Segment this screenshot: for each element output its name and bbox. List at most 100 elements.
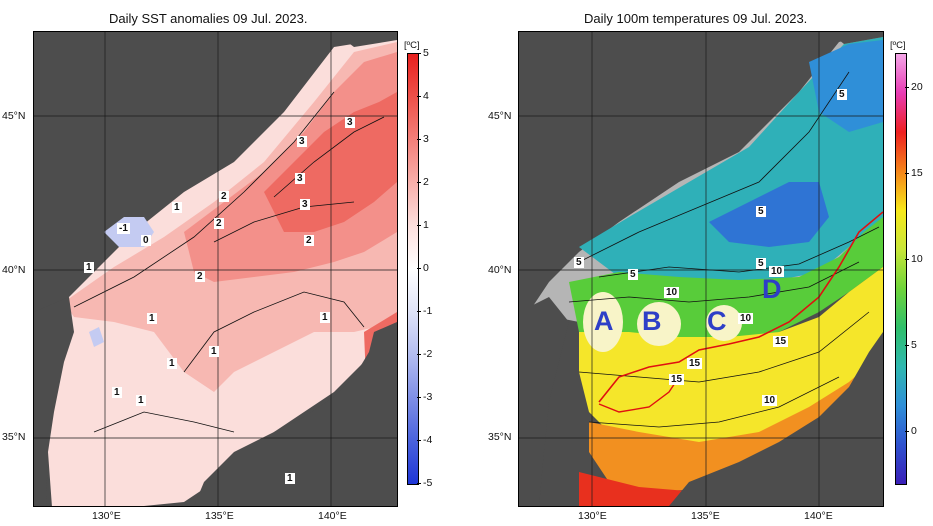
negative-anomaly-patch-small bbox=[89, 327, 104, 347]
colorbar-tick-label: 4 bbox=[423, 90, 429, 102]
colorbar-tick-label: -5 bbox=[423, 477, 433, 489]
lon-label-140: 140°E bbox=[318, 510, 347, 522]
region-a-patch bbox=[583, 292, 623, 352]
contour-label: 2 bbox=[304, 235, 314, 246]
colorbar-tick-mark bbox=[417, 268, 421, 269]
colorbar-tick-label: -4 bbox=[423, 434, 433, 446]
colorbar-tick-label: -1 bbox=[423, 305, 433, 317]
lat-label-45: 45°N bbox=[488, 110, 512, 122]
contour-label: -1 bbox=[117, 223, 130, 234]
temp-colorbar-unit: [ºC] bbox=[890, 40, 906, 51]
colorbar-tick-label: 5 bbox=[423, 47, 429, 59]
colorbar-tick-label: 0 bbox=[911, 425, 917, 438]
sst-colorbar-unit: [ºC] bbox=[404, 40, 420, 51]
warm-water bbox=[579, 267, 883, 452]
colorbar-tick-label: 0 bbox=[423, 262, 429, 274]
contour-label: 1 bbox=[167, 358, 177, 369]
region-label-c: C bbox=[707, 306, 727, 336]
lon-label-135: 135°E bbox=[691, 510, 720, 522]
colorbar-tick-label: 10 bbox=[911, 253, 923, 266]
contour-label: 15 bbox=[687, 358, 703, 369]
contour-label: 5 bbox=[756, 258, 766, 269]
lon-label-130: 130°E bbox=[578, 510, 607, 522]
colorbar-tick-mark bbox=[417, 96, 421, 97]
colorbar-tick-label: 2 bbox=[423, 176, 429, 188]
lon-label-130: 130°E bbox=[92, 510, 121, 522]
front-line bbox=[598, 211, 883, 403]
lat-label-40: 40°N bbox=[488, 264, 512, 276]
colorbar-tick-mark bbox=[417, 397, 421, 398]
region-label-d: D bbox=[762, 274, 782, 304]
colorbar-tick-mark bbox=[417, 182, 421, 183]
colorbar-tick-label: 1 bbox=[423, 219, 429, 231]
contour-label: 1 bbox=[172, 202, 182, 213]
colorbar-tick-label: -2 bbox=[423, 348, 433, 360]
contour-label: 1 bbox=[112, 387, 122, 398]
colorbar-tick-mark bbox=[905, 87, 909, 89]
lat-label-40: 40°N bbox=[2, 264, 26, 276]
northern-blue bbox=[809, 40, 883, 132]
colorbar-tick-label: 5 bbox=[911, 339, 917, 352]
colorbar-tick-mark bbox=[905, 345, 909, 347]
northern-land bbox=[334, 32, 397, 47]
colorbar-tick-mark bbox=[417, 139, 421, 140]
temp100m-field bbox=[519, 32, 883, 506]
contour-label: 10 bbox=[664, 287, 680, 298]
japan-land bbox=[194, 322, 397, 506]
lon-label-135: 135°E bbox=[205, 510, 234, 522]
colorbar-tick-mark bbox=[905, 259, 909, 261]
colorbar-tick-mark bbox=[417, 225, 421, 226]
temp100m-map: 5 5 5 5 5 10 10 10 10 15 15 15 A B C D bbox=[518, 31, 884, 507]
lat-label-35: 35°N bbox=[488, 431, 512, 443]
contour-label: 1 bbox=[209, 346, 219, 357]
colorbar-tick-mark bbox=[417, 311, 421, 312]
front-line-south bbox=[598, 376, 680, 413]
region-c-patch bbox=[706, 305, 742, 341]
temp-panel-title: Daily 100m temperatures 09 Jul. 2023. bbox=[584, 11, 808, 26]
contour-label: 1 bbox=[84, 262, 94, 273]
contour-label: 10 bbox=[738, 313, 754, 324]
sst-anomaly-map: 3 3 3 3 2 2 2 2 1 1 1 1 1 1 1 1 -1 0 1 bbox=[33, 31, 398, 507]
korea-land bbox=[34, 297, 74, 506]
contour-label: 5 bbox=[837, 89, 847, 100]
colorbar-tick-mark bbox=[905, 173, 909, 175]
contour-label: 2 bbox=[219, 191, 229, 202]
sst-colorbar bbox=[407, 53, 419, 485]
contour-label: 2 bbox=[195, 271, 205, 282]
contour-label: 5 bbox=[628, 269, 638, 280]
contour-label: 3 bbox=[345, 117, 355, 128]
colorbar-tick-mark bbox=[417, 440, 421, 441]
colorbar-tick-mark bbox=[417, 354, 421, 355]
region-b-patch bbox=[637, 302, 681, 346]
contour-label: 15 bbox=[773, 336, 789, 347]
korea-land bbox=[519, 297, 569, 506]
contour-label: 15 bbox=[669, 374, 685, 385]
northern-land bbox=[829, 32, 883, 44]
contour-label: 3 bbox=[297, 136, 307, 147]
lat-label-35: 35°N bbox=[2, 431, 26, 443]
contour-label: 1 bbox=[147, 313, 157, 324]
colorbar-tick-label: 20 bbox=[911, 81, 923, 94]
coldest-core bbox=[709, 182, 829, 247]
colorbar-tick-label: 15 bbox=[911, 167, 923, 180]
contour-label: 2 bbox=[214, 218, 224, 229]
region-label-a: A bbox=[594, 306, 614, 336]
lon-label-140: 140°E bbox=[804, 510, 833, 522]
colorbar-tick-mark bbox=[905, 431, 909, 433]
contour-label: 1 bbox=[285, 473, 295, 484]
lat-label-45: 45°N bbox=[2, 110, 26, 122]
contour-label: 3 bbox=[300, 199, 310, 210]
contour-label: 10 bbox=[762, 395, 778, 406]
contour-label: 0 bbox=[141, 235, 151, 246]
contour-label: 10 bbox=[769, 266, 785, 277]
colorbar-tick-label: 3 bbox=[423, 133, 429, 145]
colorbar-tick-mark bbox=[417, 483, 421, 484]
temp-colorbar bbox=[895, 53, 907, 485]
colorbar-tick-mark bbox=[417, 53, 421, 54]
contour-label: 5 bbox=[756, 206, 766, 217]
contour-label: 5 bbox=[574, 257, 584, 268]
japan-land bbox=[669, 332, 883, 506]
region-label-b: B bbox=[642, 306, 662, 336]
sst-panel-title: Daily SST anomalies 09 Jul. 2023. bbox=[109, 11, 308, 26]
colorbar-tick-label: -3 bbox=[423, 391, 433, 403]
